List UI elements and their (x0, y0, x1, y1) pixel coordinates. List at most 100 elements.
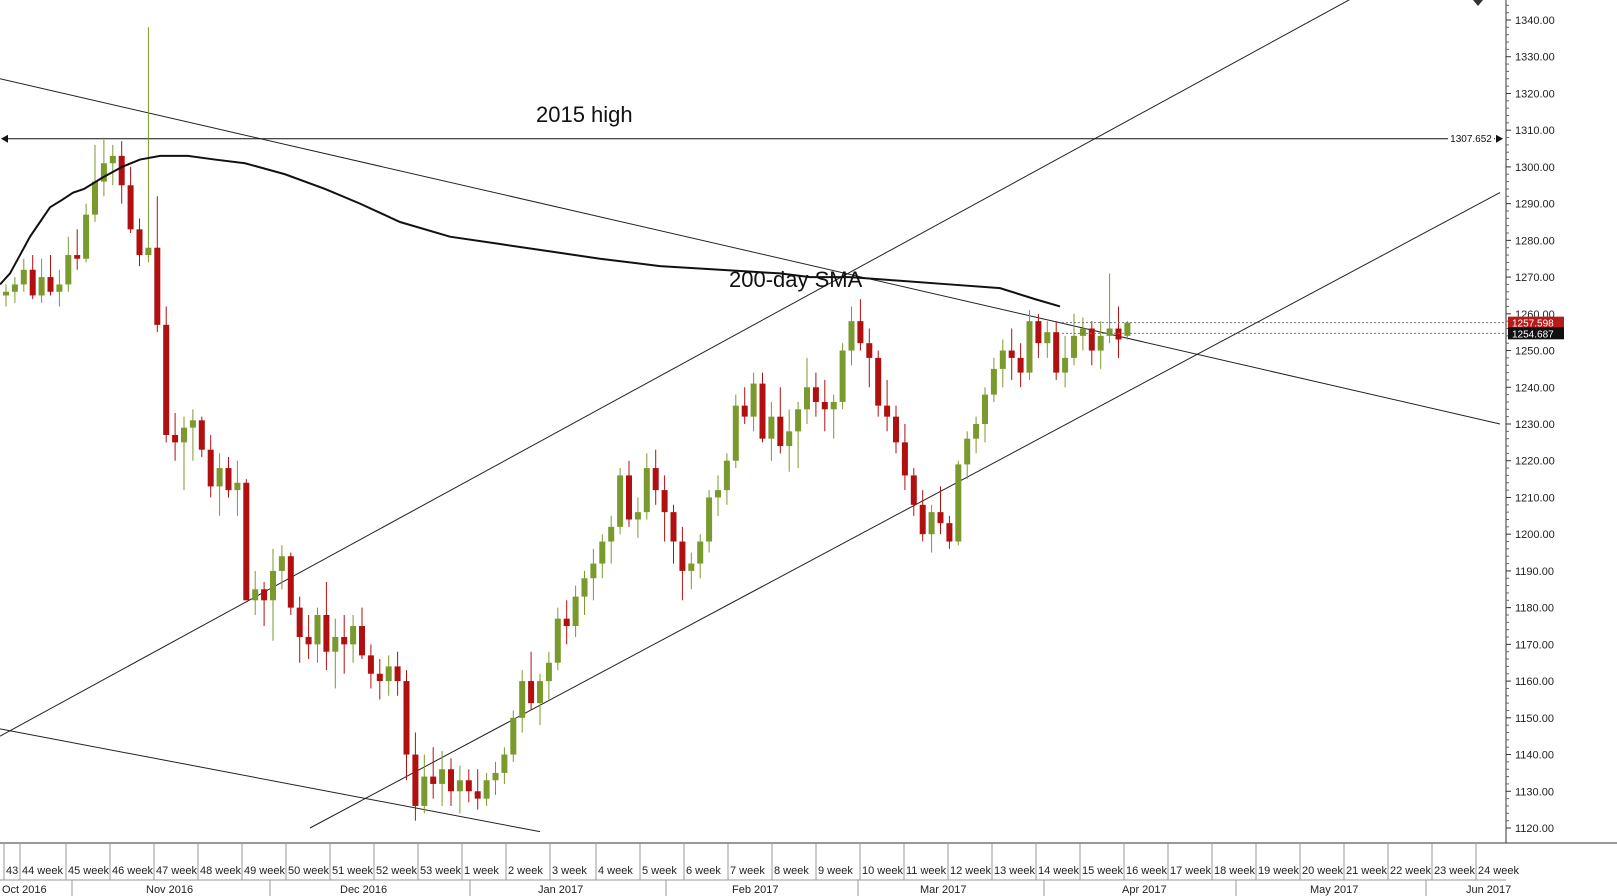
candle (893, 405, 899, 454)
candle-body (626, 475, 632, 520)
candle (723, 453, 730, 505)
candle (118, 141, 125, 204)
candle (305, 614, 312, 660)
candle (439, 750, 446, 806)
candle (74, 229, 81, 270)
y-tick-label: 1140.00 (1515, 750, 1554, 762)
candles (3, 27, 1131, 821)
x-month-label: Feb 2017 (732, 884, 778, 896)
candle (634, 497, 641, 538)
candle (448, 758, 454, 806)
candle-body (1044, 332, 1051, 344)
candle (830, 394, 837, 439)
candle-body (1062, 357, 1069, 373)
candle (181, 416, 187, 491)
candle (403, 670, 410, 781)
candle (741, 387, 748, 424)
y-tick-label: 1120.00 (1515, 823, 1554, 835)
candle (599, 534, 606, 579)
candle (1053, 321, 1060, 380)
horizontal-level: 1307.652 (1, 132, 1503, 145)
candle (1026, 310, 1033, 380)
candle-body (795, 409, 802, 432)
candle-body (1071, 335, 1077, 358)
x-week-label: 9 week (818, 865, 853, 877)
candle (643, 453, 650, 520)
candle-body (278, 556, 285, 571)
candle (225, 457, 232, 498)
candle (483, 772, 490, 806)
candle (839, 343, 846, 410)
candle (83, 203, 90, 263)
candle-body (1008, 350, 1015, 358)
candle-body (341, 637, 348, 645)
trend-lines (0, 0, 1501, 833)
candle (973, 416, 980, 454)
candle-body (581, 578, 588, 597)
candle-body (688, 563, 695, 571)
candle (163, 306, 170, 443)
candle-body (990, 368, 997, 395)
candle (198, 416, 205, 458)
candle-body (1026, 321, 1033, 373)
candle (430, 747, 437, 799)
y-tick-label: 1170.00 (1515, 639, 1554, 651)
candle (946, 515, 953, 549)
trend-line-upper-descending (0, 78, 1501, 425)
candle-body (376, 673, 383, 682)
candle (189, 409, 196, 461)
candle-body (759, 383, 766, 439)
candle (519, 670, 526, 733)
candle-body (830, 401, 837, 410)
candle (47, 255, 54, 296)
candle (750, 372, 757, 432)
candle (652, 449, 659, 505)
candle-body (946, 523, 953, 542)
x-month-label: Mar 2017 (920, 884, 966, 896)
candle-body (261, 589, 268, 601)
sma-200-line (0, 154, 1061, 308)
trend-line-channel-upper (0, 0, 1351, 737)
candle-body (617, 475, 624, 527)
candle-body (697, 541, 704, 564)
x-week-label: 47 week (156, 865, 197, 877)
candle-body (563, 618, 570, 626)
candle (510, 710, 517, 762)
candle (394, 651, 401, 696)
candle (679, 526, 686, 601)
candle-body (225, 468, 232, 491)
candle-body (572, 596, 579, 626)
candle-body (136, 229, 143, 256)
candle-body (955, 464, 962, 542)
x-week-label: 6 week (686, 865, 721, 877)
x-week-label: 4 week (598, 865, 633, 877)
candle-body (145, 247, 152, 256)
x-week-label: 8 week (774, 865, 809, 877)
x-week-label: 16 week (1126, 865, 1167, 877)
candle (937, 486, 944, 535)
y-tick-label: 1240.00 (1515, 382, 1555, 394)
candle (715, 475, 721, 516)
x-week-label: 20 week (1302, 865, 1343, 877)
candle-body (56, 284, 63, 292)
candle-body (679, 541, 686, 571)
candle (732, 394, 739, 469)
x-week-label: 15 week (1082, 865, 1123, 877)
candle (955, 460, 962, 546)
candle (884, 379, 891, 432)
candle-body (893, 416, 899, 443)
candle-body (537, 681, 543, 704)
candle-body (1106, 328, 1113, 336)
candle-body (314, 614, 321, 645)
candle (1008, 328, 1015, 380)
trend-line-channel-lower (309, 192, 1501, 829)
candle-body (465, 780, 472, 792)
candle (501, 747, 508, 784)
candle (590, 548, 597, 601)
x-week-label: 50 week (288, 865, 329, 877)
candle-body (804, 387, 810, 410)
annotation-2015-high: 2015 high (536, 102, 633, 127)
candle-body (1097, 335, 1104, 351)
candle-body (1088, 328, 1095, 351)
